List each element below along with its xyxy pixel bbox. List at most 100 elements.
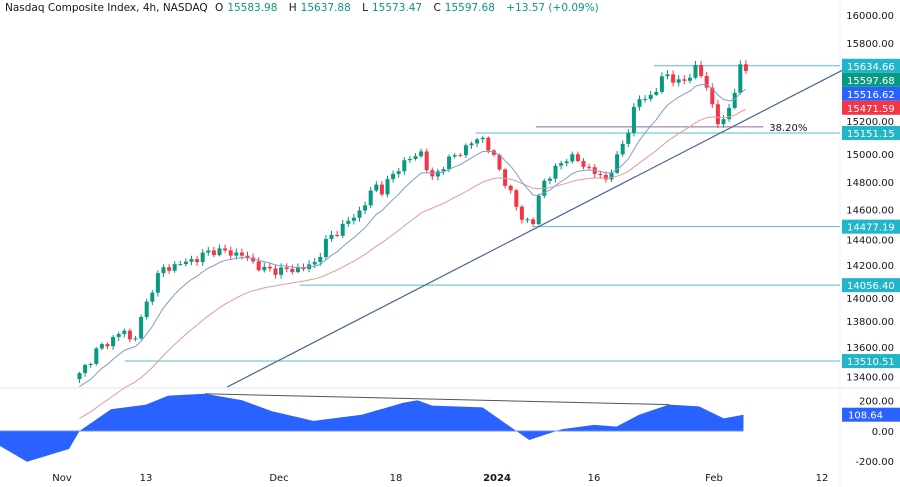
candle-body <box>715 104 720 125</box>
ema-slow-badge <box>842 100 900 115</box>
price-tick-label: 14400.00 <box>846 236 894 247</box>
candle-body <box>682 79 687 81</box>
candle-body <box>312 261 317 265</box>
oscillator-tick-label: 200.00 <box>859 397 894 408</box>
candle-body <box>88 363 93 365</box>
level-badge-text: 14477.19 <box>847 223 895 234</box>
ema-fast-badge <box>842 86 900 101</box>
candle-body <box>626 132 631 144</box>
price-tick-label: 16000.00 <box>846 11 894 22</box>
price-tick-label: 15200.00 <box>846 117 894 128</box>
candle-body <box>615 154 620 173</box>
price-tick-label: 14200.00 <box>846 261 894 272</box>
candle-body <box>665 74 670 77</box>
candle-body <box>620 143 625 155</box>
low-value: 15573.47 <box>371 2 423 14</box>
candle-body <box>363 205 368 211</box>
candle-body <box>161 267 166 274</box>
price-tick-label: 14600.00 <box>846 206 894 217</box>
oscillator-tick-label: 0.00 <box>872 427 894 438</box>
ohlc-open: O 15583.98 <box>215 2 281 14</box>
time-tick-label: 18 <box>390 473 403 484</box>
candle-body <box>480 137 485 140</box>
low-label: L <box>362 2 368 14</box>
candle-body <box>643 98 648 100</box>
oscillator-area <box>0 393 744 462</box>
candle-body <box>721 119 726 125</box>
level-badge <box>842 354 900 369</box>
price-tick-label: 13400.00 <box>846 372 894 383</box>
candle-body <box>340 223 345 236</box>
candle-body <box>581 161 586 167</box>
candle-body <box>346 220 351 224</box>
candle-body <box>262 266 267 271</box>
candle-body <box>111 336 116 347</box>
candle-body <box>469 143 474 146</box>
candle-body <box>491 150 496 155</box>
candle-body <box>290 268 295 273</box>
close-label: C <box>433 2 441 14</box>
ohlc-high: H 15637.88 <box>289 2 355 14</box>
level-badge-text: 13510.51 <box>847 357 895 368</box>
candles <box>77 60 748 384</box>
level-badge <box>842 125 900 140</box>
candle-body <box>273 268 278 275</box>
candle-body <box>732 92 737 108</box>
ema-slow-line <box>79 108 747 420</box>
candle-body <box>659 76 664 92</box>
candle-body <box>514 190 519 207</box>
candle-body <box>525 219 530 221</box>
trendline <box>227 69 843 388</box>
change-value: +13.57 (+0.09%) <box>506 2 599 14</box>
chart-legend: Nasdaq Composite Index, 4h, NASDAQ O 1558… <box>5 2 603 14</box>
candle-body <box>195 259 200 263</box>
candle-body <box>267 266 272 269</box>
candle-body <box>687 77 692 81</box>
candle-body <box>127 330 132 340</box>
candle-body <box>536 195 541 225</box>
ohlc-close: C 15597.68 <box>433 2 498 14</box>
candle-body <box>609 172 614 180</box>
symbol-title: Nasdaq Composite Index, 4h, NASDAQ <box>5 2 208 14</box>
candle-body <box>699 64 704 76</box>
candle-body <box>508 185 513 191</box>
candle-body <box>189 259 194 262</box>
candle-body <box>139 316 144 339</box>
candle-body <box>727 107 732 120</box>
candle-body <box>167 267 172 271</box>
candle-body <box>279 267 284 275</box>
candle-body <box>407 158 412 161</box>
candle-body <box>598 173 603 175</box>
candle-body <box>575 154 580 162</box>
candle-body <box>323 238 328 258</box>
level-badge-text: 15634.66 <box>847 62 895 73</box>
candle-body <box>385 179 390 195</box>
candle-body <box>178 264 183 266</box>
candle-body <box>463 145 468 156</box>
candle-body <box>743 64 748 71</box>
time-tick-label: Feb <box>705 473 723 484</box>
candle-body <box>648 94 653 99</box>
candle-body <box>301 267 306 270</box>
candle-body <box>256 261 261 271</box>
time-tick-label: 13 <box>140 473 153 484</box>
candle-body <box>564 161 569 164</box>
candle-body <box>531 219 536 225</box>
time-tick-label: 16 <box>588 473 601 484</box>
candle-body <box>251 257 256 262</box>
open-label: O <box>215 2 224 14</box>
candle-body <box>122 330 127 335</box>
candle-body <box>239 252 244 256</box>
candle-body <box>183 261 188 265</box>
candle-body <box>603 174 608 180</box>
time-tick-label: Dec <box>269 473 288 484</box>
candle-body <box>150 292 155 302</box>
candle-body <box>234 252 239 256</box>
candle-body <box>637 99 642 107</box>
last-price-badge-text: 15597.68 <box>847 76 895 87</box>
ohlc-low: L 15573.47 <box>362 2 426 14</box>
candle-body <box>245 255 250 258</box>
candle-body <box>144 301 149 317</box>
candle-body <box>172 264 177 271</box>
